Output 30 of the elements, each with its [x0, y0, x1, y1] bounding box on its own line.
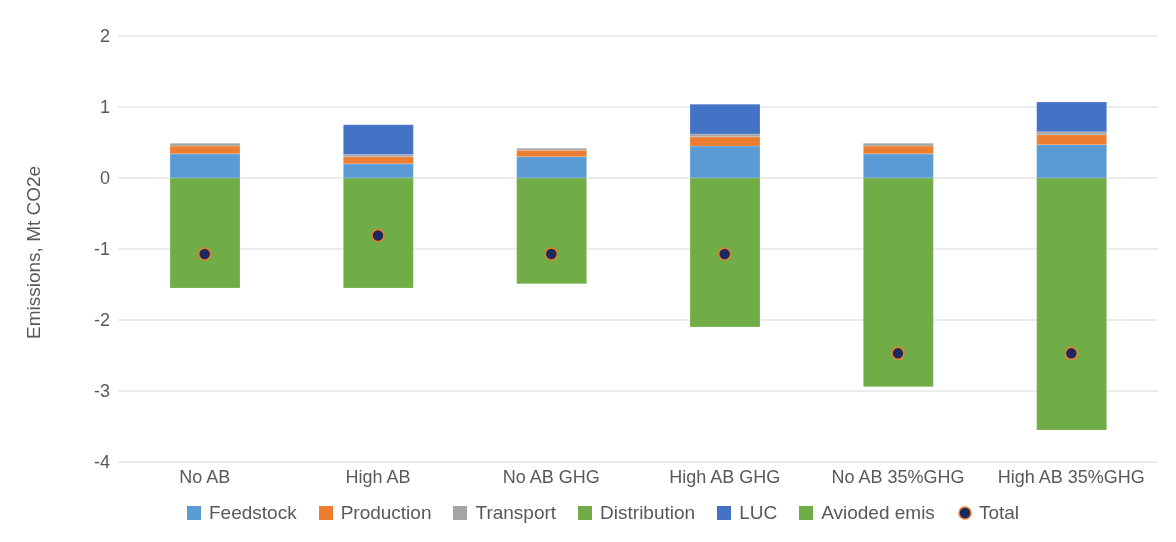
legend-label: Production — [340, 502, 432, 524]
y-tick-label: -2 — [93, 310, 110, 331]
legend-label: Feedstock — [208, 502, 297, 524]
x-tick-label: No AB GHG — [502, 466, 600, 487]
legend-label: Total — [978, 502, 1020, 524]
y-tick-label: 1 — [99, 97, 110, 118]
bar — [689, 104, 761, 135]
y-tick-label: -1 — [93, 239, 110, 260]
point — [891, 346, 905, 361]
x-tick-label: No AB — [179, 466, 231, 487]
y-axis-title: Emissions, Mt CO2e — [22, 165, 44, 339]
x-tick-label: High AB — [345, 466, 411, 487]
y-tick-label: -4 — [93, 452, 110, 473]
x-tick-label: High AB GHG — [669, 466, 781, 487]
legend-label: LUC — [739, 502, 778, 524]
y-tick-label: 2 — [99, 26, 110, 47]
point — [371, 228, 385, 243]
x-tick-label: No AB 35%GHG — [831, 466, 965, 487]
bar — [1036, 101, 1107, 132]
legend-label: Distribution — [600, 502, 696, 524]
point — [1064, 346, 1079, 361]
y-tick-label: 0 — [99, 168, 110, 189]
point — [544, 247, 559, 261]
point — [717, 247, 732, 261]
legend-label: Transport — [475, 502, 557, 524]
point — [197, 247, 212, 261]
legend-label: Avioded emis — [821, 502, 935, 524]
bar — [343, 124, 414, 155]
x-tick-label: High AB 35%GHG — [997, 466, 1145, 487]
y-tick-label: -3 — [93, 381, 110, 402]
